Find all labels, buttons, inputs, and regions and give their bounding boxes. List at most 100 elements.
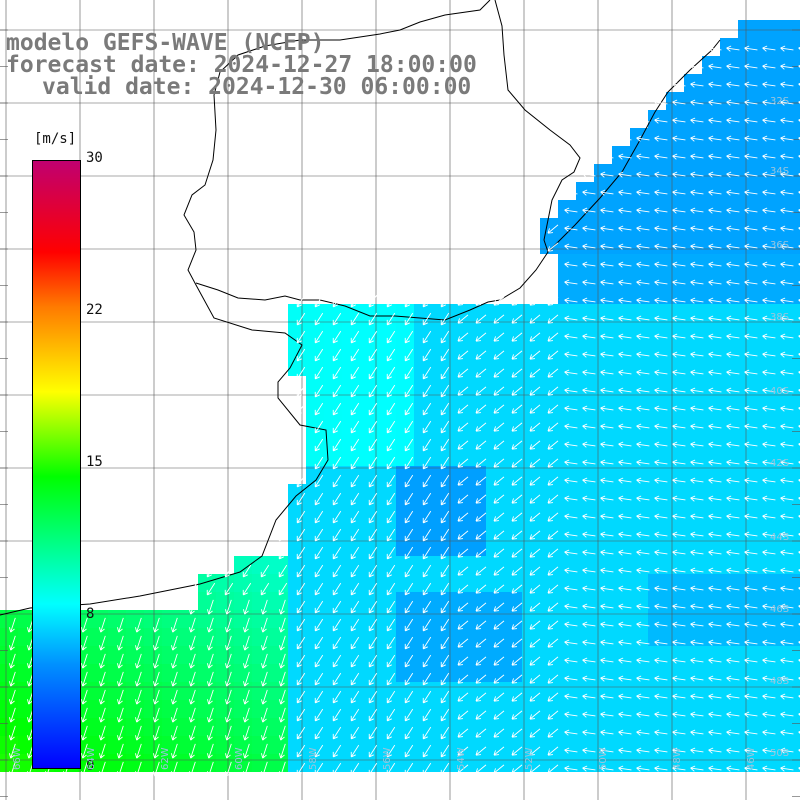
- wind-arrow: [798, 460, 800, 464]
- wind-arrow: [314, 744, 324, 758]
- wind-arrow: [654, 387, 668, 394]
- wind-arrow: [243, 725, 250, 741]
- wind-speed-cell: [792, 250, 800, 268]
- wind-speed-cell: [648, 628, 666, 646]
- wind-arrow: [762, 621, 776, 628]
- wind-speed-cell: [630, 286, 648, 304]
- wind-arrow: [511, 620, 523, 630]
- wind-arrow: [582, 549, 596, 556]
- wind-speed-cell: [702, 664, 720, 682]
- wind-arrow: [798, 208, 800, 212]
- wind-speed-cell: [738, 286, 756, 304]
- wind-arrow: [493, 458, 505, 468]
- wind-arrow: [440, 330, 450, 344]
- colorbar-tick-8: 8: [86, 606, 95, 622]
- wind-arrow: [493, 746, 505, 756]
- wind-speed-cell: [612, 304, 630, 322]
- wind-arrow: [690, 297, 704, 304]
- wind-speed-cell: [738, 322, 756, 340]
- wind-speed-cell: [450, 502, 468, 520]
- wind-arrow: [529, 440, 541, 450]
- wind-speed-cell: [612, 502, 630, 520]
- wind-arrow: [708, 639, 722, 646]
- wind-arrow: [529, 332, 541, 342]
- wind-arrow: [278, 528, 288, 542]
- wind-arrow: [135, 761, 142, 777]
- wind-arrow: [511, 728, 523, 738]
- wind-speed-cell: [630, 754, 648, 772]
- wind-speed-cell: [774, 736, 792, 754]
- wind-speed-cell: [594, 538, 612, 556]
- wind-speed-cell: [576, 556, 594, 574]
- wind-arrow: [99, 761, 106, 777]
- wind-speed-cell: [540, 394, 558, 412]
- wind-speed-cell: [756, 646, 774, 664]
- wind-arrow: [654, 207, 668, 214]
- wind-speed-cell: [630, 466, 648, 484]
- wind-arrow: [529, 422, 541, 432]
- wind-arrow: [493, 512, 505, 522]
- wind-arrow: [386, 636, 396, 650]
- wind-speed-cell: [594, 574, 612, 592]
- wind-speed-cell: [486, 430, 504, 448]
- wind-arrow: [564, 387, 578, 394]
- wind-speed-cell: [702, 610, 720, 628]
- wind-speed-cell: [594, 610, 612, 628]
- colorbar-tick-22: 22: [86, 302, 103, 318]
- wind-speed-cell: [792, 128, 800, 146]
- wind-speed-cell: [630, 556, 648, 574]
- wind-speed-cell: [612, 556, 630, 574]
- wind-speed-cell: [630, 538, 648, 556]
- wind-speed-cell: [666, 754, 684, 772]
- wind-arrow: [332, 744, 342, 758]
- wind-arrow: [279, 761, 286, 777]
- wind-speed-cell: [648, 340, 666, 358]
- wind-arrow: [314, 438, 324, 452]
- wind-speed-cell: [612, 412, 630, 430]
- wind-arrow: [780, 261, 794, 268]
- wind-arrow: [314, 564, 324, 578]
- wind-speed-cell: [612, 520, 630, 538]
- wind-arrow: [135, 689, 142, 705]
- wind-arrow: [529, 566, 541, 576]
- wind-arrow: [529, 458, 541, 468]
- wind-arrow: [440, 600, 450, 614]
- wind-speed-cell: [684, 412, 702, 430]
- wind-arrow: [278, 582, 288, 596]
- wind-speed-cell: [666, 520, 684, 538]
- wind-arrow: [368, 582, 378, 596]
- wind-arrow: [582, 225, 596, 232]
- wind-arrow: [690, 657, 704, 664]
- wind-speed-cell: [612, 466, 630, 484]
- wind-speed-cell: [720, 754, 738, 772]
- wind-arrow: [511, 386, 523, 396]
- wind-arrow: [798, 730, 800, 734]
- wind-arrow: [654, 351, 668, 358]
- wind-arrow: [153, 743, 160, 759]
- wind-arrow: [440, 348, 450, 362]
- wind-arrow: [350, 618, 360, 632]
- wind-speed-cell: [486, 448, 504, 466]
- wind-arrow: [350, 438, 360, 452]
- wind-arrow: [564, 657, 578, 664]
- wind-speed-cell: [792, 268, 800, 286]
- wind-arrow: [798, 334, 800, 338]
- wind-arrow: [9, 743, 16, 759]
- wind-arrow: [780, 711, 794, 718]
- wind-arrow: [798, 316, 800, 320]
- wind-arrow: [636, 189, 650, 196]
- wind-arrow: [475, 368, 487, 378]
- wind-speed-cell: [648, 556, 666, 574]
- wind-speed-cell: [666, 340, 684, 358]
- wind-arrow: [404, 402, 414, 416]
- wind-speed-cell: [648, 322, 666, 340]
- wind-speed-cell: [720, 592, 738, 610]
- wind-arrow: [475, 764, 487, 774]
- wind-arrow: [261, 653, 268, 669]
- wind-speed-cell: [486, 412, 504, 430]
- lat-label-44s: 44S: [770, 532, 790, 543]
- wind-arrow: [457, 548, 469, 558]
- wind-speed-cell: [702, 736, 720, 754]
- wind-arrow: [296, 528, 306, 542]
- wind-arrow: [279, 743, 286, 759]
